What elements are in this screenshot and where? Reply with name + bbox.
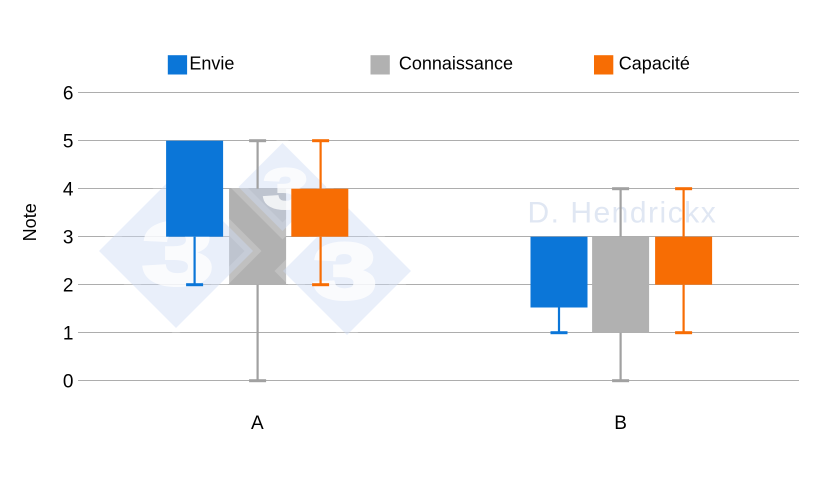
svg-text:Envie: Envie [189, 54, 234, 74]
svg-text:0: 0 [63, 372, 74, 393]
svg-text:Capacité: Capacité [619, 54, 690, 74]
svg-text:B: B [614, 413, 627, 434]
svg-text:6: 6 [63, 84, 74, 105]
svg-text:Connaissance: Connaissance [399, 54, 513, 74]
svg-text:1: 1 [63, 324, 74, 345]
svg-text:3: 3 [63, 228, 74, 249]
svg-text:2: 2 [63, 276, 74, 297]
svg-text:5: 5 [63, 132, 74, 153]
svg-text:D. Hendrickx: D. Hendrickx [528, 197, 718, 230]
svg-text:3: 3 [314, 227, 377, 315]
svg-text:4: 4 [63, 180, 74, 201]
svg-text:Note: Note [20, 203, 40, 241]
svg-text:A: A [251, 413, 264, 434]
